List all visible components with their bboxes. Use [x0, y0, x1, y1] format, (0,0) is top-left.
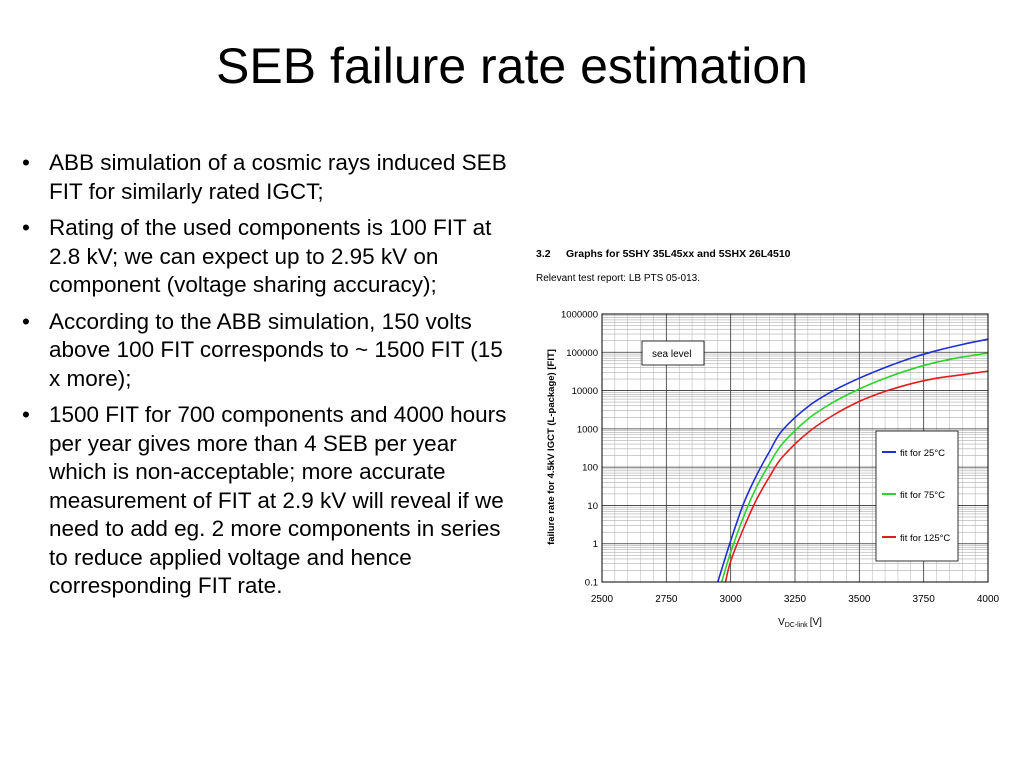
- figure-subheading: Relevant test report: LB PTS 05-013.: [536, 273, 700, 284]
- bullet-icon: •: [22, 150, 30, 175]
- x-tick-label: 2750: [655, 594, 678, 605]
- x-axis-label-unit: [V]: [810, 617, 822, 628]
- plot-frame: [601, 313, 989, 583]
- series-layer: [717, 338, 989, 583]
- slide-title: SEB failure rate estimation: [216, 38, 808, 94]
- figure-section-number: 3.2: [536, 248, 551, 260]
- y-axis-label: failure rate for 4.5kV IGCT (L-package) …: [546, 349, 557, 545]
- legend-label-125c: fit for 125°C: [900, 533, 950, 544]
- legend: fit for 25°C fit for 75°C fit for 125°C: [875, 430, 959, 562]
- bullet-text: Rating of the used components is 100 FIT…: [49, 215, 492, 297]
- x-tick-labels: 2500 2750 3000 3250 3500 3750 4000: [591, 594, 1000, 605]
- y-tick-label: 10: [587, 501, 598, 512]
- bullet-icon: •: [22, 215, 30, 240]
- bullet-list: • ABB simulation of a cosmic rays induced…: [18, 149, 518, 609]
- x-tick-label: 3750: [913, 594, 936, 605]
- figure-heading-text: Graphs for 5SHY 35L45xx and 5SHX 26L4510: [566, 248, 791, 260]
- bullet-item: • 1500 FIT for 700 components and 4000 ho…: [18, 401, 518, 601]
- y-tick-label: 100: [582, 463, 598, 474]
- datasheet-figure: 3.2 Graphs for 5SHY 35L45xx and 5SHX 26L4…: [528, 244, 1008, 634]
- y-tick-label: 1: [593, 539, 598, 550]
- y-tick-label: 100000: [566, 348, 598, 359]
- x-tick-label: 3500: [848, 594, 871, 605]
- x-tick-label: 2500: [591, 594, 614, 605]
- legend-label-25c: fit for 25°C: [900, 448, 945, 459]
- series-line-1: [720, 352, 989, 583]
- bullet-item: • According to the ABB simulation, 150 vo…: [18, 308, 518, 394]
- sea-level-annotation: sea level: [641, 340, 705, 366]
- bullet-item: • ABB simulation of a cosmic rays induced…: [18, 149, 518, 206]
- y-tick-label: 10000: [572, 386, 598, 397]
- x-axis-label-sub: DC-link: [785, 622, 808, 629]
- bullet-text: 1500 FIT for 700 components and 4000 hou…: [49, 402, 507, 598]
- series-line-2: [724, 370, 989, 583]
- bullet-text: ABB simulation of a cosmic rays induced …: [49, 150, 507, 204]
- bullet-item: • Rating of the used components is 100 FI…: [18, 214, 518, 300]
- series-line-0: [717, 338, 989, 583]
- x-tick-label: 3000: [720, 594, 743, 605]
- annotation-box: [641, 340, 705, 366]
- x-axis-label-main: V: [778, 617, 785, 628]
- legend-label-75c: fit for 75°C: [900, 490, 945, 501]
- y-tick-labels: 0.1 1 10 100 1000 10000 100000 1000000: [561, 310, 598, 589]
- figure-heading: 3.2 Graphs for 5SHY 35L45xx and 5SHX 26L4…: [536, 248, 791, 260]
- bullet-icon: •: [22, 402, 30, 427]
- y-tick-label: 1000: [577, 424, 598, 435]
- annotation-label: sea level: [652, 349, 691, 360]
- bullet-text: According to the ABB simulation, 150 vol…: [49, 308, 503, 391]
- x-tick-label: 4000: [977, 594, 1000, 605]
- fit-chart: sea level fit for 25°C fit for 75°C fit …: [546, 310, 1000, 630]
- bullet-icon: •: [22, 308, 30, 334]
- x-tick-label: 3250: [784, 594, 807, 605]
- y-tick-label: 0.1: [585, 578, 598, 589]
- y-tick-label: 1000000: [561, 310, 598, 321]
- x-axis-label: VDC-link [V]: [778, 617, 822, 629]
